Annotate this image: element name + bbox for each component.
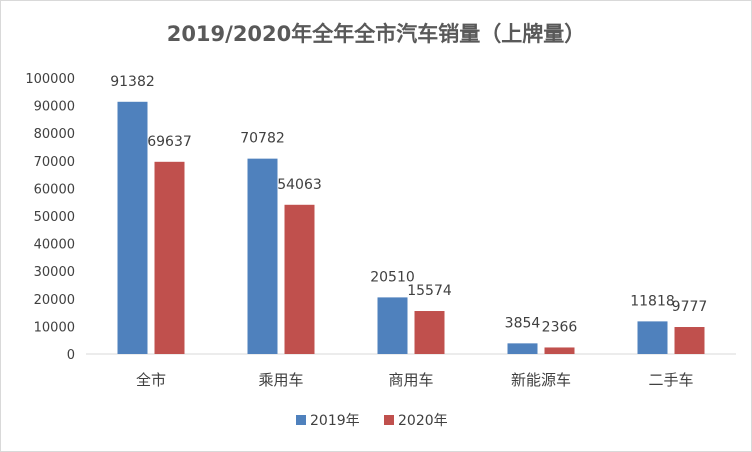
y-tick-label: 30000 <box>34 265 75 280</box>
y-tick-label: 70000 <box>34 155 75 170</box>
category-label: 商用车 <box>388 371 433 389</box>
bar <box>414 311 445 354</box>
category-labels: 全市 乘用车 商用车 新能源车 二手车 <box>136 371 694 389</box>
data-label: 9777 <box>672 299 708 315</box>
data-label: 54063 <box>277 177 322 193</box>
data-label: 2366 <box>542 319 578 335</box>
data-label: 3854 <box>505 315 541 331</box>
data-label: 20510 <box>370 269 415 285</box>
y-tick-label: 50000 <box>34 210 75 225</box>
data-label: 91382 <box>110 74 155 90</box>
data-label: 69637 <box>147 134 192 150</box>
y-tick-label: 0 <box>67 348 75 363</box>
y-tick-label: 100000 <box>25 72 75 87</box>
y-axis-ticks: 0 10000 20000 30000 40000 50000 60000 70000 8000… <box>25 72 75 363</box>
bar <box>154 161 185 354</box>
legend-label: 2019年 <box>310 413 360 429</box>
category-label: 全市 <box>136 371 166 389</box>
legend: 2019年 2020年 <box>296 413 448 429</box>
bar <box>284 204 315 354</box>
legend-swatch <box>384 415 394 425</box>
bar <box>377 297 408 354</box>
bars <box>117 101 705 355</box>
bar <box>674 327 705 354</box>
category-label: 乘用车 <box>258 371 303 389</box>
category-label: 二手车 <box>648 371 693 389</box>
y-tick-label: 80000 <box>34 127 75 142</box>
bar <box>247 158 278 354</box>
bar <box>117 101 148 355</box>
bar <box>544 347 575 354</box>
y-tick-label: 40000 <box>34 238 75 253</box>
legend-label: 2020年 <box>398 413 448 429</box>
y-tick-label: 60000 <box>34 182 75 197</box>
y-tick-label: 10000 <box>34 320 75 335</box>
y-tick-label: 20000 <box>34 293 75 308</box>
data-label: 70782 <box>240 131 285 147</box>
data-label: 11818 <box>630 293 675 309</box>
legend-swatch <box>296 415 306 425</box>
y-tick-label: 90000 <box>34 100 75 115</box>
bar <box>507 343 538 354</box>
bar <box>637 321 668 354</box>
chart-title: 2019/2020年全年全市汽车销量（上牌量） <box>167 22 586 46</box>
category-label: 新能源车 <box>511 371 571 389</box>
data-label: 15574 <box>407 283 452 299</box>
